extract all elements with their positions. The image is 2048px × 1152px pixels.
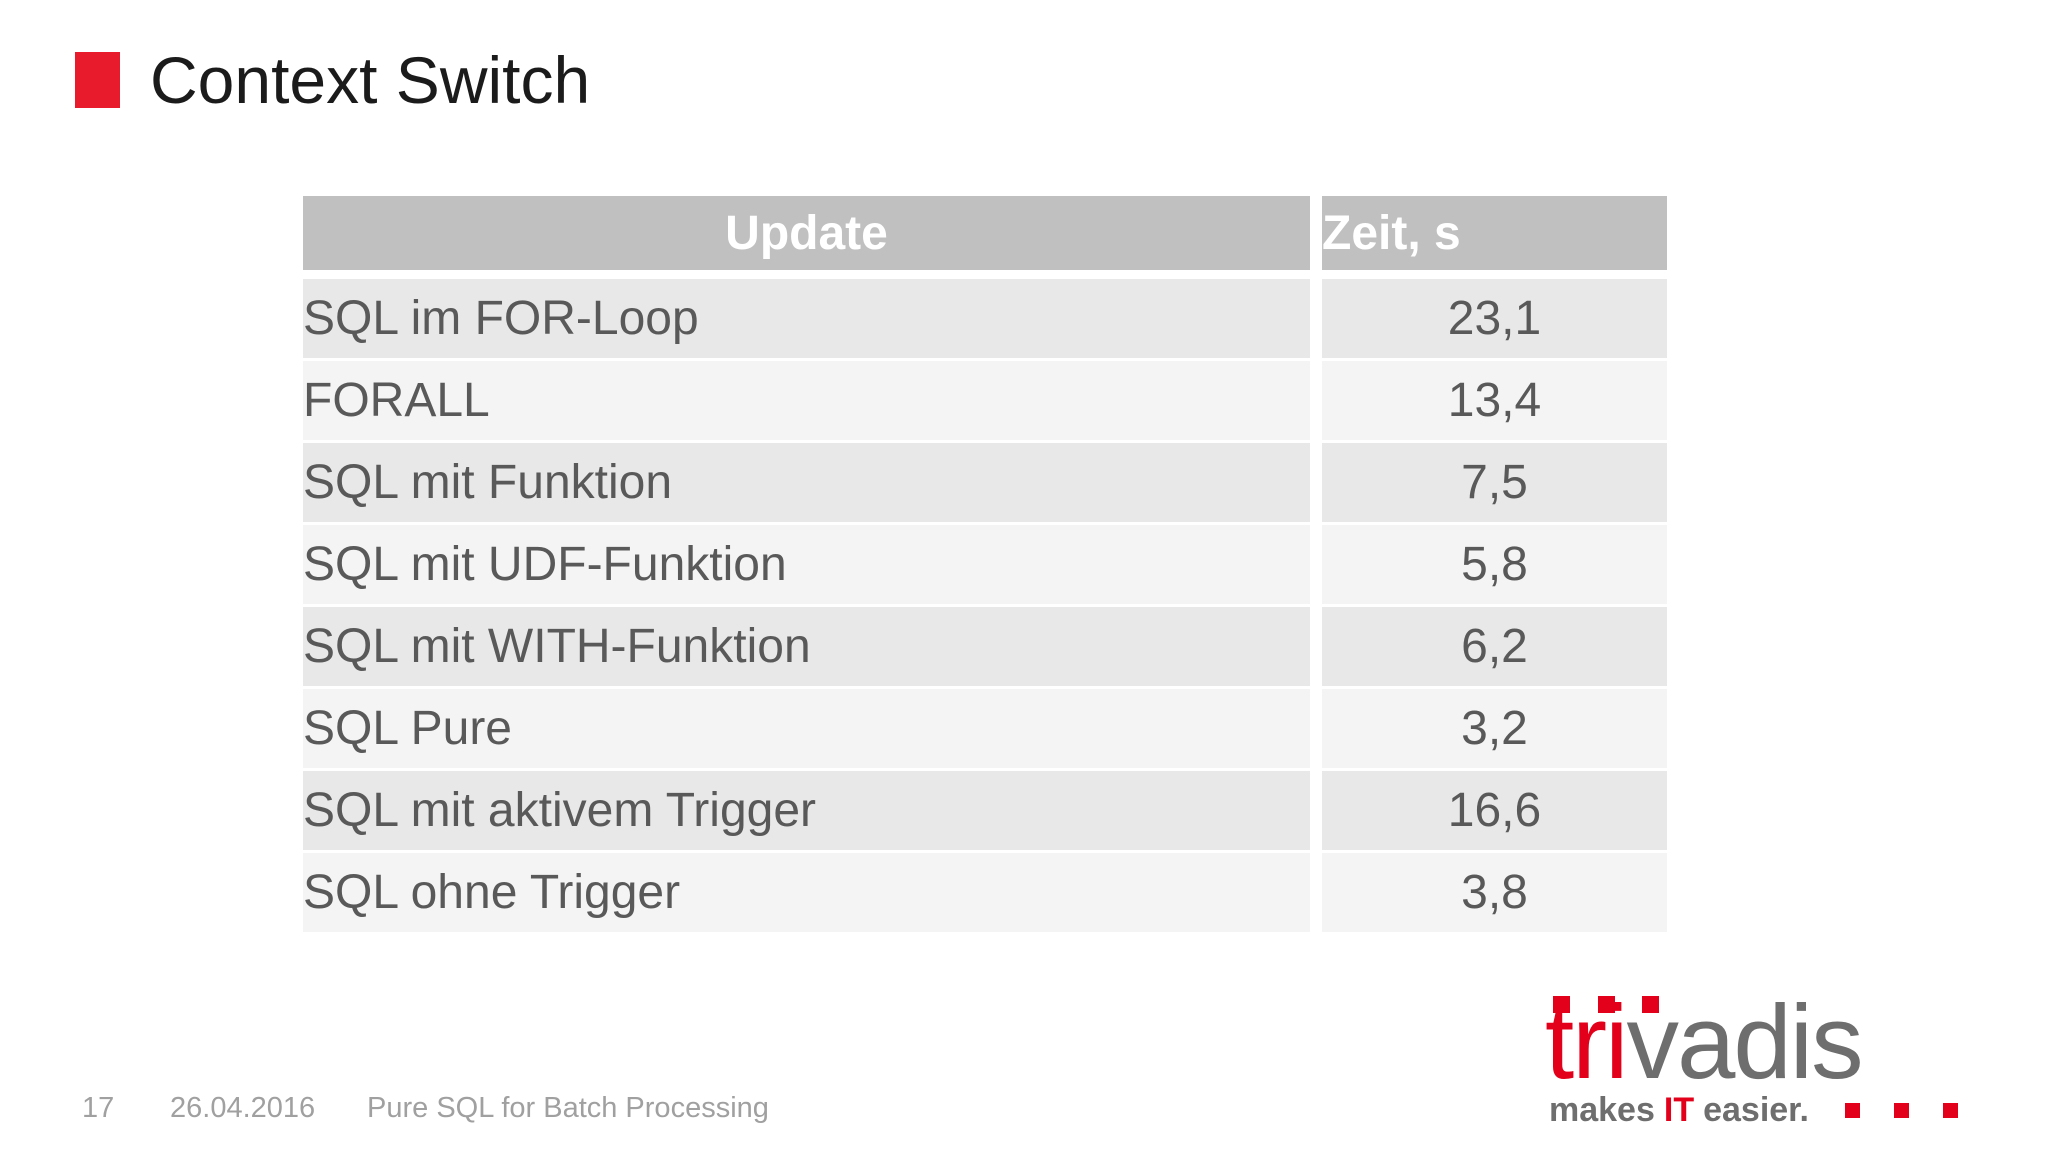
- table-row: SQL mit aktivem Trigger 16,6: [303, 768, 1667, 850]
- row-label: SQL mit WITH-Funktion: [303, 604, 1310, 686]
- row-label: SQL ohne Trigger: [303, 850, 1310, 932]
- page-title: Context Switch: [150, 43, 591, 117]
- table-row: FORALL 13,4: [303, 358, 1667, 440]
- slide-header: Context Switch: [75, 44, 590, 117]
- table-header-row: Update Zeit, s: [303, 196, 1667, 279]
- row-label: FORALL: [303, 358, 1310, 440]
- column-header-update: Update: [303, 196, 1310, 279]
- footer-date: 26.04.2016: [170, 1092, 316, 1124]
- row-value: 7,5: [1310, 440, 1667, 522]
- context-switch-table: Update Zeit, s SQL im FOR-Loop 23,1 FORA…: [303, 196, 1667, 932]
- row-value: 23,1: [1310, 279, 1667, 358]
- row-value: 3,2: [1310, 686, 1667, 768]
- logo-square-dot-icon: [1598, 996, 1615, 1013]
- row-label: SQL Pure: [303, 686, 1310, 768]
- table-row: SQL mit UDF-Funktion 5,8: [303, 522, 1667, 604]
- row-value: 5,8: [1310, 522, 1667, 604]
- column-header-zeit: Zeit, s: [1310, 196, 1667, 279]
- row-value: 16,6: [1310, 768, 1667, 850]
- tagline-makes: makes: [1549, 1091, 1655, 1129]
- table-row: SQL mit Funktion 7,5: [303, 440, 1667, 522]
- logo-square-dot-icon: [1943, 1103, 1958, 1118]
- row-value: 3,8: [1310, 850, 1667, 932]
- table-row: SQL im FOR-Loop 23,1: [303, 279, 1667, 358]
- row-value: 6,2: [1310, 604, 1667, 686]
- logo-square-dot-icon: [1642, 996, 1659, 1013]
- table-row: SQL Pure 3,2: [303, 686, 1667, 768]
- row-label: SQL mit aktivem Trigger: [303, 768, 1310, 850]
- logo-square-dot-icon: [1553, 996, 1570, 1013]
- table-row: SQL mit WITH-Funktion 6,2: [303, 604, 1667, 686]
- tagline-easier: easier.: [1703, 1091, 1809, 1129]
- row-label: SQL im FOR-Loop: [303, 279, 1310, 358]
- logo-square-dot-icon: [1894, 1103, 1909, 1118]
- logo-text-tri: tri: [1545, 984, 1628, 1101]
- row-label: SQL mit Funktion: [303, 440, 1310, 522]
- row-label: SQL mit UDF-Funktion: [303, 522, 1310, 604]
- table-row: SQL ohne Trigger 3,8: [303, 850, 1667, 932]
- logo-text-vadis: vadis: [1626, 984, 1863, 1101]
- row-value: 13,4: [1310, 358, 1667, 440]
- logo-square-dot-icon: [1845, 1103, 1860, 1118]
- trivadis-logo: trivadis makes IT easier.: [1545, 975, 2025, 1145]
- logo-wordmark: trivadis: [1545, 990, 1864, 1095]
- footer-deck-title: Pure SQL for Batch Processing: [367, 1092, 769, 1124]
- logo-tagline: makes IT easier.: [1549, 1091, 1809, 1130]
- page-number: 17: [82, 1092, 115, 1124]
- title-bullet-square-icon: [75, 52, 120, 109]
- tagline-it: IT: [1663, 1091, 1695, 1129]
